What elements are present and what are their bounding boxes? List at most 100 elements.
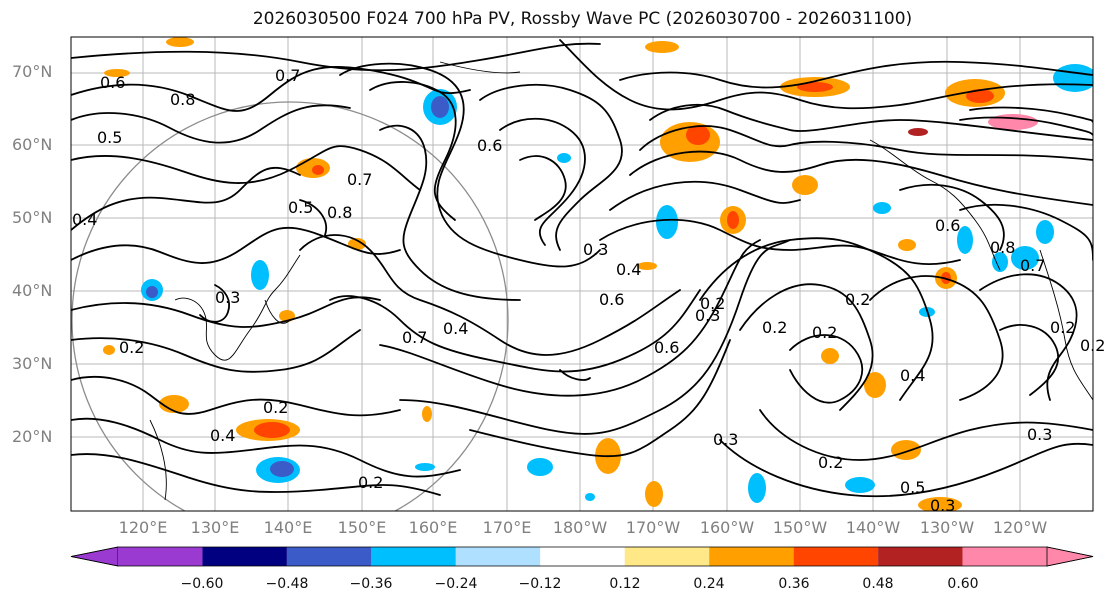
colorbar-tick-label: 0.48	[862, 576, 894, 592]
coastline	[439, 61, 521, 74]
pv-contour	[479, 83, 623, 251]
lon-label-120e: 120°E	[118, 518, 168, 537]
pv-contour	[71, 329, 361, 373]
pv-contour	[499, 117, 586, 246]
lon-label-160w: 160°W	[699, 518, 755, 537]
contour-label: 0.2	[1050, 318, 1076, 337]
pv-contour	[899, 183, 1005, 251]
colorbar-tick-label: −0.60	[180, 576, 224, 592]
anomaly-fill	[166, 37, 194, 47]
pv-contour	[969, 106, 1093, 123]
contour-label: 0.3	[1027, 425, 1053, 444]
colorbar-segment	[878, 547, 963, 566]
lat-label-40n: 40°N	[12, 281, 53, 300]
pv-contour	[71, 296, 381, 328]
coastline	[869, 139, 1001, 271]
contour-label: 0.2	[119, 338, 145, 357]
anomaly-fill	[585, 493, 595, 501]
anomaly-fill	[645, 481, 663, 507]
colorbar-tick-label: −0.12	[518, 576, 562, 592]
lon-label-130w: 130°W	[919, 518, 975, 537]
pv-contour	[379, 239, 761, 397]
pv-contour	[379, 124, 521, 301]
anomaly-fill	[1036, 220, 1054, 244]
pv-contour	[599, 218, 961, 266]
pv-contour	[71, 145, 421, 191]
contour-label: 0.3	[583, 240, 609, 259]
anomaly-fill	[415, 463, 435, 471]
contour-label: 0.8	[990, 238, 1016, 257]
anomaly-fill	[908, 128, 928, 136]
anomaly-fill	[957, 226, 973, 254]
pv-contour	[609, 180, 801, 211]
anomaly-fill	[821, 348, 839, 364]
colorbar-extend-max	[1046, 546, 1094, 567]
anomaly-fill	[312, 165, 324, 175]
colorbar-segment	[962, 547, 1047, 566]
anomaly-fill	[270, 461, 294, 477]
anomaly-fill	[254, 422, 290, 438]
colorbar-tick-label: 0.60	[947, 576, 979, 592]
anomaly-fill	[527, 458, 553, 476]
anomaly-fill	[422, 406, 432, 422]
anomaly-fill	[251, 260, 269, 290]
lon-label-140e: 140°E	[263, 518, 313, 537]
anomaly-fill	[1011, 246, 1039, 270]
anomaly-fill	[727, 211, 739, 229]
colorbar-segment	[118, 547, 203, 566]
lon-label-170w: 170°W	[625, 518, 681, 537]
pv-contour	[649, 103, 1093, 141]
contour-label: 0.4	[900, 366, 926, 385]
anomaly-fill	[686, 125, 710, 145]
anomaly-fill	[1053, 64, 1093, 92]
contour-label: 0.4	[72, 210, 98, 229]
map-plot-area	[71, 37, 1093, 511]
colorbar-tick-label: 0.24	[693, 576, 725, 592]
lon-label-150w: 150°W	[772, 518, 828, 537]
anomaly-fill	[431, 96, 449, 118]
lon-label-140w: 140°W	[845, 518, 901, 537]
contour-label: 0.8	[327, 203, 353, 222]
pv-contour	[71, 226, 401, 264]
pv-contour	[959, 116, 1093, 136]
pv-contours	[71, 39, 1093, 498]
colorbar-tick-label: −0.36	[349, 576, 393, 592]
colorbar-tick-label: 0.36	[778, 576, 810, 592]
lon-label-130e: 130°E	[190, 518, 240, 537]
lat-label-50n: 50°N	[12, 208, 53, 227]
lon-label-180w: 180°W	[552, 518, 608, 537]
lon-label-150e: 150°E	[337, 518, 387, 537]
anomaly-fill	[891, 440, 921, 460]
pv-contour	[71, 453, 441, 496]
anomaly-fill	[864, 372, 886, 398]
contour-label: 0.3	[930, 496, 956, 515]
contour-label: 0.2	[1080, 336, 1105, 355]
lon-label-160e: 160°E	[408, 518, 458, 537]
coastline	[1039, 249, 1093, 401]
pv-contour	[559, 39, 1093, 111]
contour-label: 0.5	[97, 128, 123, 147]
colorbar-extend-min	[70, 546, 119, 567]
map-border	[70, 36, 1094, 512]
pv-contour	[339, 62, 601, 268]
contour-label: 0.3	[695, 306, 721, 325]
contour-label: 0.5	[900, 478, 926, 497]
anomaly-fill	[656, 205, 678, 239]
colorbar-segment	[202, 547, 287, 566]
contour-label: 0.2	[263, 398, 289, 417]
lat-label-70n: 70°N	[12, 62, 53, 81]
contour-label: 0.8	[170, 90, 196, 109]
contour-label: 0.4	[443, 319, 469, 338]
pv-contour	[959, 203, 1093, 261]
contour-label: 0.2	[845, 290, 871, 309]
anomaly-fill	[645, 41, 679, 53]
lon-label-120w: 120°W	[992, 518, 1048, 537]
coastline	[264, 299, 291, 324]
pv-contour	[619, 60, 1093, 89]
colorbar-segment	[455, 547, 541, 566]
colorbar-tick-label: −0.48	[265, 576, 309, 592]
anomaly-fill	[103, 345, 115, 355]
anomaly-fill	[104, 69, 130, 77]
contour-label: 0.2	[358, 473, 384, 492]
